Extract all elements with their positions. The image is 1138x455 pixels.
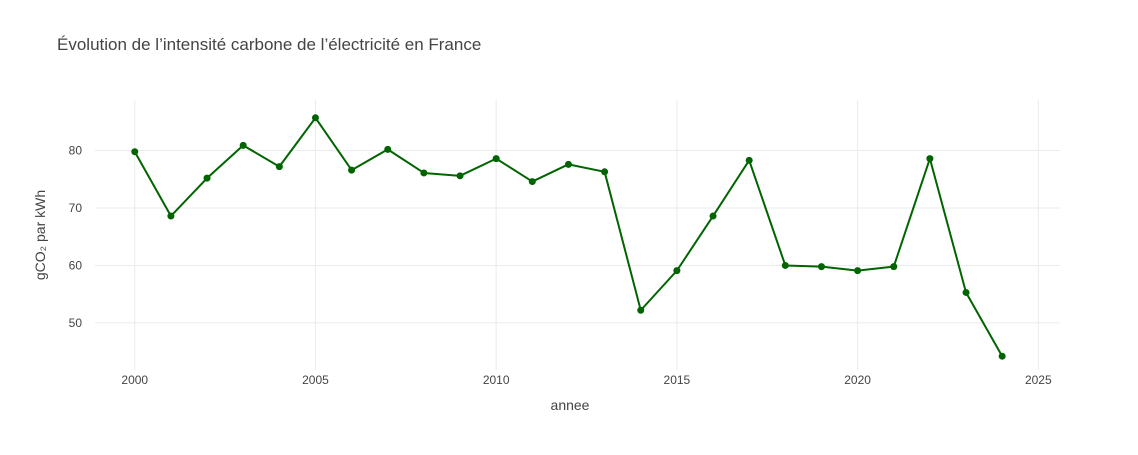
- x-gridlines: [134, 100, 1039, 370]
- data-point: [962, 288, 970, 296]
- data-point: [456, 172, 464, 180]
- data-point: [745, 156, 753, 164]
- data-point: [420, 169, 428, 177]
- data-point: [564, 160, 572, 168]
- data-point: [528, 178, 536, 186]
- data-point: [348, 166, 356, 174]
- x-tick-label: 2015: [664, 373, 691, 387]
- series-layer: [131, 114, 1006, 360]
- data-point: [311, 114, 319, 122]
- data-point: [275, 163, 283, 171]
- data-point: [673, 267, 681, 275]
- data-point: [492, 155, 500, 163]
- x-tick-label: 2010: [483, 373, 510, 387]
- y-tick-label: 80: [69, 144, 83, 158]
- data-point: [601, 168, 609, 176]
- y-tick-labels: 50 60 70 80: [69, 144, 83, 330]
- x-tick-label: 2025: [1025, 373, 1052, 387]
- data-point: [203, 174, 211, 182]
- data-point: [167, 212, 175, 220]
- y-axis-title: gCO₂ par kWh: [32, 190, 48, 280]
- data-point: [890, 263, 898, 271]
- data-point: [384, 145, 392, 153]
- data-point: [998, 352, 1006, 360]
- y-tick-label: 60: [69, 258, 83, 272]
- x-axis-title: annee: [551, 397, 590, 413]
- data-point: [239, 141, 247, 149]
- y-tick-label: 50: [69, 316, 83, 330]
- data-point: [926, 155, 934, 163]
- data-point: [131, 148, 139, 156]
- x-tick-labels: 2000 2005 2010 2015 2020 2025: [121, 373, 1052, 387]
- x-tick-label: 2005: [302, 373, 329, 387]
- y-tick-label: 70: [69, 201, 83, 215]
- series-line: [133, 116, 1004, 357]
- chart-title: Évolution de l’intensité carbone de l’él…: [57, 35, 481, 54]
- data-point: [709, 212, 717, 220]
- data-point: [781, 261, 789, 269]
- data-point: [817, 263, 825, 271]
- data-point: [637, 306, 645, 314]
- x-tick-label: 2020: [844, 373, 871, 387]
- y-gridlines: [95, 150, 1060, 324]
- x-tick-label: 2000: [121, 373, 148, 387]
- data-point: [854, 267, 862, 275]
